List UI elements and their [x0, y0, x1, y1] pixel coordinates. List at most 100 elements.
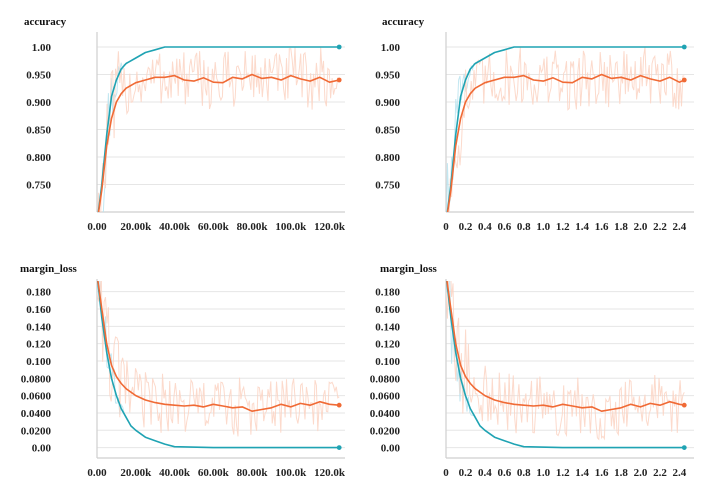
x-tick-label: 0.2: [459, 221, 473, 233]
y-tick-label: 0.00: [32, 443, 52, 455]
y-tick-label: 0.0600: [21, 391, 52, 403]
x-tick-label: 80.00k: [237, 221, 269, 233]
chart-title: accuracy: [24, 16, 67, 28]
y-tick-label: 0.750: [26, 180, 51, 192]
x-tick-label: 2.2: [653, 221, 667, 233]
y-tick-label: 0.0800: [370, 373, 401, 385]
chart-margin-loss-time: margin_loss 0.00 0.0200 0.0400 0.0600 0.0800…: [370, 263, 694, 479]
series-orange-line: [446, 281, 685, 413]
series-teal-raw-line: [97, 281, 340, 449]
x-tick-label: 1.4: [575, 221, 589, 233]
series-teal-end-point: [336, 44, 342, 50]
series-orange-line: [97, 73, 340, 212]
x-tick-label: 20.00k: [120, 221, 152, 233]
y-tick-label: 0.850: [375, 125, 400, 137]
y-tick-label: 0.900: [26, 97, 51, 109]
y-tick-label: 0.180: [375, 287, 400, 299]
y-tick-label: 0.100: [375, 356, 400, 368]
x-tick-label: 0.6: [497, 221, 511, 233]
series-orange-raw-line: [446, 281, 685, 441]
x-tick-label: 0: [443, 467, 449, 479]
x-tick-label: 120.0k: [314, 467, 346, 479]
chart-title: margin_loss: [380, 263, 438, 275]
y-tick-label: 0.160: [375, 304, 400, 316]
series-orange-line: [446, 73, 685, 212]
x-tick-label: 20.00k: [120, 467, 152, 479]
chart-title: margin_loss: [20, 263, 78, 275]
x-tick-label: 0.2: [459, 467, 473, 479]
series-teal-end-point: [681, 44, 687, 50]
y-tick-label: 0.180: [26, 287, 51, 299]
x-tick-label: 0.8: [517, 221, 531, 233]
x-tick-label: 40.00k: [159, 221, 191, 233]
chart-margin-loss-steps: margin_loss 0.00 0.0200 0.0400 0.0600 0.0800…: [20, 263, 346, 479]
series-teal-end-point: [681, 445, 687, 451]
x-tick-label: 0.4: [478, 467, 492, 479]
y-tick-label: 0.0400: [370, 408, 401, 420]
series-teal-line: [446, 46, 685, 212]
x-tick-label: 1.8: [614, 467, 628, 479]
y-tick-label: 0.750: [375, 180, 400, 192]
y-tick-label: 0.900: [375, 97, 400, 109]
y-tick-label: 0.950: [375, 70, 400, 82]
x-tick-label: 100.0k: [275, 467, 307, 479]
y-tick-label: 0.0400: [21, 408, 52, 420]
series-orange-raw-line: [97, 47, 340, 212]
y-tick-label: 0.140: [26, 321, 51, 333]
x-tick-label: 2.0: [634, 221, 648, 233]
x-tick-label: 2.0: [634, 467, 648, 479]
series-orange-end-point: [681, 77, 687, 83]
plot-area: [97, 281, 340, 449]
y-tick-label: 0.0800: [21, 373, 52, 385]
x-tick-label: 1.2: [556, 221, 570, 233]
chart-title: accuracy: [382, 16, 425, 28]
y-tick-label: 0.800: [26, 152, 51, 164]
series-orange-end-point: [681, 402, 687, 408]
x-tick-label: 0.4: [478, 221, 492, 233]
x-tick-label: 0.6: [497, 467, 511, 479]
y-tick-label: 1.00: [32, 42, 52, 54]
series-teal-line: [446, 281, 685, 449]
x-tick-label: 1.0: [536, 467, 550, 479]
y-tick-label: 0.120: [26, 339, 51, 351]
series-orange-raw-line: [446, 47, 685, 212]
series-orange-line: [97, 281, 340, 413]
x-tick-label: 1.4: [575, 467, 589, 479]
x-tick-label: 1.2: [556, 467, 570, 479]
series-orange-end-point: [336, 77, 342, 83]
y-tick-label: 0.00: [381, 443, 401, 455]
x-tick-label: 0.00: [87, 221, 107, 233]
x-tick-label: 0.8: [517, 467, 531, 479]
x-tick-label: 2.4: [673, 221, 687, 233]
y-tick-label: 0.160: [26, 304, 51, 316]
plot-area: [446, 281, 685, 449]
plot-area: [97, 46, 340, 212]
x-tick-label: 0: [443, 221, 449, 233]
series-teal-line: [97, 46, 340, 212]
y-tick-label: 0.950: [26, 70, 51, 82]
y-tick-label: 0.800: [375, 152, 400, 164]
chart-accuracy-steps: accuracy 0.750 0.800 0.850 0.900 0.950 1.00 0.…: [24, 16, 346, 233]
x-tick-label: 100.0k: [275, 221, 307, 233]
x-tick-label: 1.8: [614, 221, 628, 233]
y-tick-label: 0.140: [375, 321, 400, 333]
series-orange-raw-line: [97, 281, 340, 437]
x-tick-label: 2.4: [673, 467, 687, 479]
series-orange-end-point: [336, 402, 342, 408]
series-teal-line: [97, 281, 340, 449]
x-tick-label: 1.6: [595, 221, 609, 233]
y-tick-label: 0.100: [26, 356, 51, 368]
y-tick-label: 0.0200: [21, 425, 52, 437]
x-tick-label: 40.00k: [159, 467, 191, 479]
x-tick-label: 0.00: [87, 467, 107, 479]
x-tick-label: 60.00k: [198, 467, 230, 479]
x-tick-label: 1.0: [536, 221, 550, 233]
x-tick-label: 2.2: [653, 467, 667, 479]
y-tick-label: 0.0600: [370, 391, 401, 403]
x-tick-label: 1.6: [595, 467, 609, 479]
y-tick-label: 0.850: [26, 125, 51, 137]
y-tick-label: 0.120: [375, 339, 400, 351]
series-teal-end-point: [336, 445, 342, 451]
